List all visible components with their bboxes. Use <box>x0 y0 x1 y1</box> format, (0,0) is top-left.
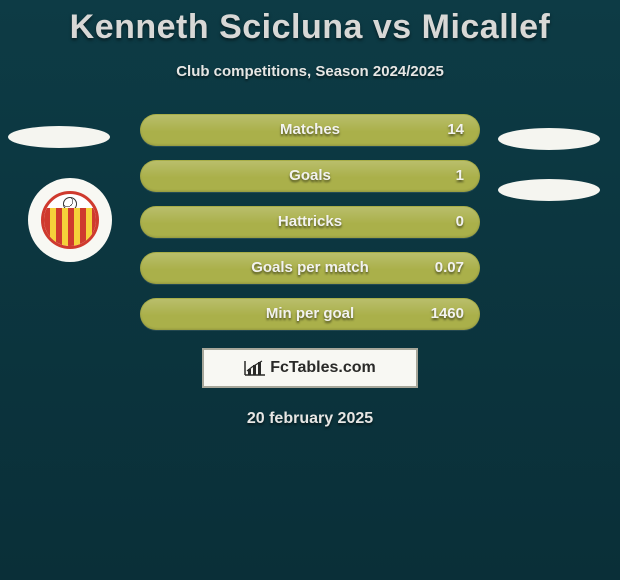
stat-row: Goals 1 <box>140 160 480 192</box>
stat-label: Min per goal <box>140 298 480 330</box>
stat-value: 0 <box>456 206 464 238</box>
page-subtitle: Club competitions, Season 2024/2025 <box>0 63 620 80</box>
player1-club-logo <box>28 178 112 262</box>
player2-badge-placeholder <box>498 128 600 150</box>
stat-value: 1460 <box>431 298 464 330</box>
player2-club-placeholder <box>498 179 600 201</box>
stat-row: Goals per match 0.07 <box>140 252 480 284</box>
stat-value: 1 <box>456 160 464 192</box>
stats-container: Matches 14 Goals 1 Hattricks 0 Goals per… <box>140 114 480 330</box>
brand-box: FcTables.com <box>202 348 418 388</box>
player1-badge-placeholder <box>8 126 110 148</box>
stat-row: Matches 14 <box>140 114 480 146</box>
stat-row: Hattricks 0 <box>140 206 480 238</box>
stat-row: Min per goal 1460 <box>140 298 480 330</box>
club-crest <box>41 191 99 249</box>
stat-value: 14 <box>447 114 464 146</box>
brand-text: FcTables.com <box>270 359 376 377</box>
page-title: Kenneth Scicluna vs Micallef <box>0 0 620 47</box>
stat-label: Hattricks <box>140 206 480 238</box>
stat-label: Goals <box>140 160 480 192</box>
bar-chart-icon <box>244 360 266 376</box>
stat-label: Matches <box>140 114 480 146</box>
date-line: 20 february 2025 <box>0 410 620 428</box>
club-stripes <box>44 208 96 246</box>
stat-label: Goals per match <box>140 252 480 284</box>
stat-value: 0.07 <box>435 252 464 284</box>
